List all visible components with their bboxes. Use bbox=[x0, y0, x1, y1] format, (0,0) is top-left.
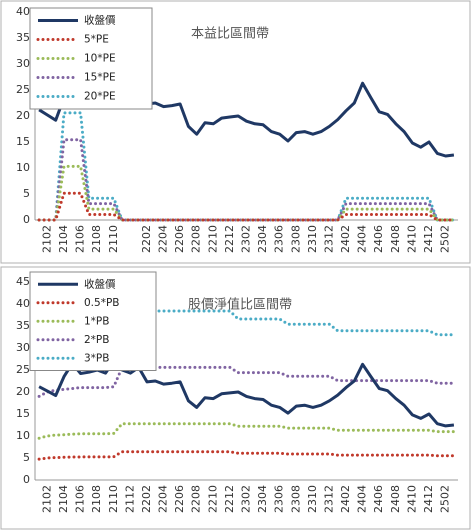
series-line bbox=[37, 365, 456, 398]
x-tick-label: 2408 bbox=[389, 225, 402, 253]
series-line bbox=[37, 450, 456, 461]
x-tick-label: 2310 bbox=[306, 225, 319, 253]
y-tick-label: 30 bbox=[16, 341, 30, 354]
y-tick-label: 5 bbox=[23, 451, 30, 464]
x-tick-label: 2306 bbox=[273, 485, 286, 513]
y-tick-label: 10 bbox=[16, 161, 30, 174]
x-tick-label: 2304 bbox=[256, 485, 269, 513]
x-tick-label: 2212 bbox=[223, 225, 236, 253]
x-tick-label: 2212 bbox=[223, 485, 236, 513]
y-tick-label: 45 bbox=[16, 275, 30, 288]
x-tick-label: 2208 bbox=[190, 485, 203, 513]
legend-label: 10*PE bbox=[84, 53, 116, 65]
x-tick-label: 2306 bbox=[273, 225, 286, 253]
y-tick-label: 0 bbox=[23, 473, 30, 486]
x-tick-label: 2102 bbox=[40, 225, 53, 253]
series-line bbox=[37, 309, 456, 357]
x-tick-label: 2308 bbox=[289, 225, 302, 253]
legend-label: 15*PE bbox=[84, 72, 116, 84]
x-tick-label: 2110 bbox=[107, 485, 120, 513]
x-tick-label: 2308 bbox=[289, 485, 302, 513]
y-tick-label: 20 bbox=[16, 385, 30, 398]
x-tick-label: 2106 bbox=[74, 485, 87, 513]
x-tick-label: 2412 bbox=[422, 485, 435, 513]
legend-label: 2*PB bbox=[84, 334, 109, 346]
legend-label: 5*PE bbox=[84, 34, 109, 46]
x-tick-label: 2208 bbox=[190, 225, 203, 253]
x-tick-label: 2402 bbox=[339, 225, 352, 253]
x-tick-label: 2312 bbox=[322, 225, 335, 253]
x-tick-label: 2402 bbox=[339, 485, 352, 513]
x-tick-label: 2204 bbox=[157, 225, 170, 253]
y-tick-label: 0 bbox=[23, 213, 30, 226]
series-line bbox=[37, 164, 456, 222]
x-tick-label: 2108 bbox=[90, 225, 103, 253]
x-tick-label: 2104 bbox=[57, 225, 70, 253]
legend-label: 收盤價 bbox=[84, 14, 116, 27]
y-tick-label: 15 bbox=[16, 135, 30, 148]
y-tick-label: 40 bbox=[16, 297, 30, 310]
x-tick-label: 2304 bbox=[256, 225, 269, 253]
x-tick-label: 2106 bbox=[74, 225, 87, 253]
x-tick-label: 2310 bbox=[306, 485, 319, 513]
legend-label: 3*PB bbox=[84, 352, 109, 364]
legend-label: 0.5*PB bbox=[84, 297, 119, 309]
x-tick-label: 2302 bbox=[240, 225, 253, 253]
y-tick-label: 25 bbox=[16, 363, 30, 376]
series-line bbox=[37, 422, 456, 440]
legend-box bbox=[29, 7, 153, 110]
chart-title: 本益比區間帶 bbox=[191, 27, 269, 42]
x-tick-label: 2104 bbox=[57, 485, 70, 513]
x-tick-label: 2404 bbox=[356, 485, 369, 513]
y-tick-label: 40 bbox=[16, 5, 30, 18]
x-tick-label: 2412 bbox=[422, 225, 435, 253]
x-tick-label: 2102 bbox=[40, 485, 53, 513]
y-tick-label: 15 bbox=[16, 407, 30, 420]
y-tick-label: 30 bbox=[16, 57, 30, 70]
x-tick-label: 2312 bbox=[322, 485, 335, 513]
x-tick-label: 2206 bbox=[173, 225, 186, 253]
y-tick-label: 10 bbox=[16, 429, 30, 442]
y-tick-label: 25 bbox=[16, 83, 30, 96]
legend-label: 1*PB bbox=[84, 315, 109, 327]
y-tick-label: 35 bbox=[16, 319, 30, 332]
x-tick-label: 2204 bbox=[157, 485, 170, 513]
y-tick-label: 35 bbox=[16, 31, 30, 44]
x-tick-label: 2206 bbox=[173, 485, 186, 513]
x-tick-label: 2410 bbox=[405, 225, 418, 253]
legend: 收盤價 0.5*PB 1*PB 2*PB 3*PB bbox=[29, 271, 157, 371]
x-tick-label: 2210 bbox=[206, 225, 219, 253]
x-tick-label: 2108 bbox=[90, 485, 103, 513]
y-tick-label: 20 bbox=[16, 109, 30, 122]
x-tick-label: 2302 bbox=[240, 485, 253, 513]
x-tick-label: 2502 bbox=[439, 485, 452, 513]
x-tick-label: 2112 bbox=[123, 485, 136, 513]
y-tick-label: 5 bbox=[23, 187, 30, 200]
x-tick-label: 2110 bbox=[107, 225, 120, 253]
legend-label: 收盤價 bbox=[84, 277, 116, 290]
legend-label: 20*PE bbox=[84, 91, 116, 103]
legend-box bbox=[29, 271, 157, 371]
x-tick-label: 2502 bbox=[439, 225, 452, 253]
chart-title: 股價淨值比區間帶 bbox=[188, 297, 292, 313]
legend: 收盤價 5*PE 10*PE 15*PE 20*PE bbox=[29, 7, 153, 110]
x-tick-label: 2406 bbox=[372, 225, 385, 253]
x-tick-label: 2406 bbox=[372, 485, 385, 513]
x-tick-label: 2210 bbox=[206, 485, 219, 513]
x-tick-label: 2408 bbox=[389, 485, 402, 513]
x-tick-label: 2410 bbox=[405, 485, 418, 513]
x-tick-label: 2404 bbox=[356, 225, 369, 253]
x-tick-label: 2202 bbox=[140, 225, 153, 253]
x-tick-label: 2202 bbox=[140, 485, 153, 513]
